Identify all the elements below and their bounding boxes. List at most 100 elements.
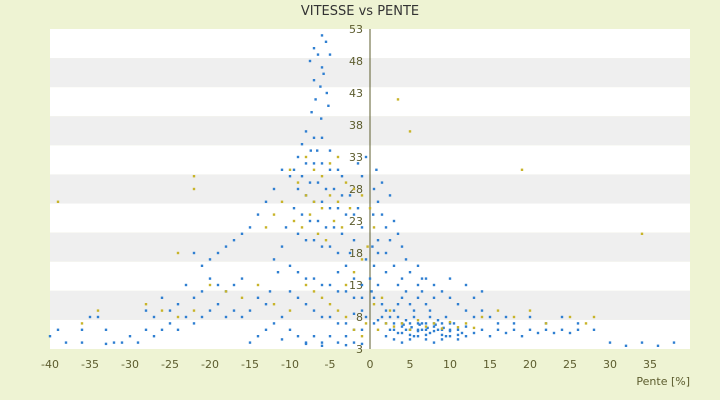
- data-point: [360, 226, 364, 229]
- data-point: [432, 341, 436, 344]
- data-point: [366, 245, 369, 248]
- data-point: [376, 283, 380, 287]
- data-point: [392, 325, 396, 328]
- data-point: [352, 341, 356, 344]
- data-point: [314, 98, 317, 101]
- x-axis-label: Pente [%]: [636, 375, 690, 388]
- data-point: [368, 277, 372, 280]
- data-point: [640, 341, 644, 344]
- data-point: [352, 271, 356, 274]
- data-point: [328, 283, 332, 287]
- data-point: [328, 168, 332, 171]
- data-point: [400, 245, 404, 248]
- data-point: [424, 303, 428, 306]
- data-point: [592, 328, 596, 331]
- data-point: [400, 277, 404, 280]
- data-point: [672, 341, 676, 344]
- x-axis-ticks: -40 -35 -30 -25 -20 -15 -10 -5 0 5 10 15 20 25 30 35: [41, 358, 657, 371]
- data-point: [400, 296, 404, 299]
- data-point: [320, 200, 324, 203]
- data-point: [300, 226, 304, 229]
- data-point: [528, 315, 532, 319]
- data-point: [464, 283, 468, 287]
- data-point: [160, 296, 164, 299]
- data-point: [544, 322, 548, 325]
- x-tick-label: 20: [523, 358, 537, 371]
- data-point: [440, 327, 444, 330]
- data-point: [496, 309, 500, 312]
- data-point: [312, 79, 316, 82]
- y-tick-label: 43: [349, 87, 363, 100]
- data-point: [448, 296, 452, 299]
- x-tick-label: -10: [281, 358, 299, 371]
- data-point: [288, 309, 292, 312]
- data-point: [448, 322, 452, 325]
- data-point: [240, 232, 244, 235]
- data-point: [416, 329, 420, 333]
- data-point: [404, 290, 408, 293]
- data-point: [356, 162, 360, 165]
- data-point: [436, 319, 440, 322]
- data-point: [432, 325, 436, 328]
- data-point: [352, 312, 356, 315]
- data-point: [292, 207, 296, 210]
- data-point: [320, 245, 324, 248]
- data-point: [224, 290, 228, 293]
- data-point: [340, 232, 344, 235]
- data-point: [296, 187, 300, 191]
- data-point: [248, 341, 252, 344]
- data-point: [404, 258, 408, 261]
- data-point: [384, 335, 388, 338]
- data-point: [656, 344, 660, 347]
- data-point: [248, 226, 252, 229]
- x-tick-label: 5: [407, 358, 414, 371]
- data-point: [192, 322, 196, 325]
- data-point: [256, 283, 260, 287]
- data-point: [312, 277, 316, 280]
- data-point: [152, 335, 156, 338]
- data-point: [408, 328, 412, 331]
- data-point: [424, 277, 428, 280]
- x-tick-label: 0: [367, 358, 374, 371]
- data-point: [304, 341, 308, 344]
- data-point: [472, 296, 476, 299]
- data-point: [328, 303, 332, 306]
- data-point: [320, 175, 324, 178]
- data-point: [296, 155, 300, 159]
- data-point: [56, 328, 60, 331]
- data-point: [370, 290, 373, 293]
- data-point: [192, 251, 196, 255]
- data-point: [344, 343, 348, 347]
- data-point: [416, 335, 420, 338]
- data-point: [472, 331, 476, 335]
- data-point: [296, 271, 300, 274]
- data-point: [240, 315, 244, 319]
- data-point: [296, 335, 300, 338]
- data-point: [560, 315, 564, 319]
- data-point: [440, 328, 444, 331]
- data-point: [512, 328, 516, 331]
- data-point: [256, 296, 260, 299]
- data-point: [402, 323, 405, 326]
- data-point: [312, 290, 316, 293]
- data-point: [184, 315, 188, 319]
- data-point: [324, 239, 328, 242]
- data-point: [384, 309, 388, 312]
- data-point: [424, 338, 428, 341]
- data-point: [452, 322, 456, 325]
- data-point: [208, 283, 212, 287]
- data-point: [384, 251, 388, 255]
- data-point: [568, 331, 572, 335]
- data-point: [264, 200, 268, 203]
- data-point: [312, 168, 316, 171]
- data-point: [192, 309, 196, 312]
- y-tick-label: 8: [356, 311, 363, 324]
- data-point: [512, 322, 516, 325]
- data-point: [300, 175, 304, 178]
- data-point: [388, 315, 392, 319]
- data-point: [176, 303, 180, 306]
- data-point: [372, 226, 376, 229]
- data-point: [376, 251, 380, 255]
- data-point: [384, 226, 388, 229]
